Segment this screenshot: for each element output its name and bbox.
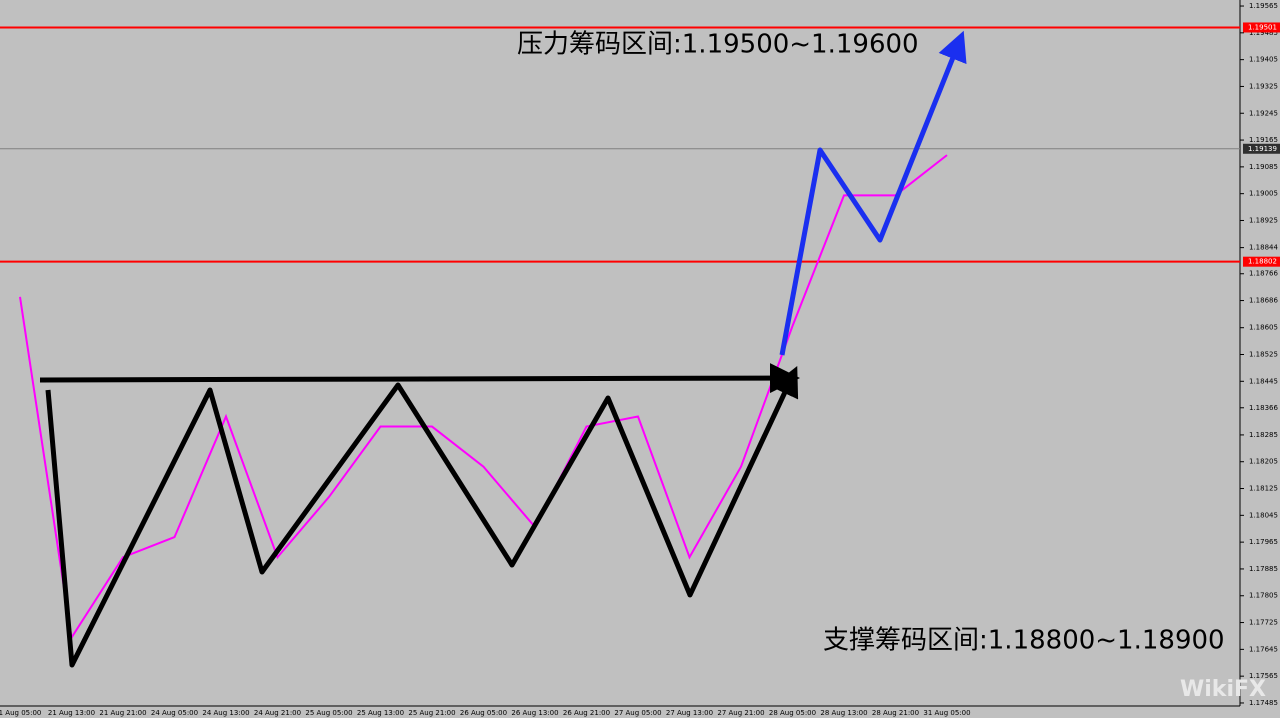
x-tick-label: 24 Aug 05:00 [151, 709, 198, 717]
y-tick-label: 1.18445 [1249, 377, 1278, 385]
y-tick-label: 1.17885 [1249, 565, 1278, 573]
y-tick-label: 1.19325 [1249, 82, 1278, 90]
x-tick-label: 26 Aug 05:00 [460, 709, 507, 717]
x-tick-label: 25 Aug 05:00 [305, 709, 352, 717]
x-tick-label: 27 Aug 05:00 [614, 709, 661, 717]
x-tick-label: 27 Aug 21:00 [717, 709, 764, 717]
y-tick-label: 1.18525 [1249, 351, 1278, 359]
y-tick-label: 1.19165 [1249, 136, 1278, 144]
support-annotation: 支撑筹码区间:1.18800~1.18900 [823, 626, 1225, 656]
level-label: 1.18802 [1248, 258, 1277, 266]
forecast-arrow [779, 30, 967, 356]
x-tick-label: 31 Aug 05:00 [923, 709, 970, 717]
y-tick-label: 1.19245 [1249, 109, 1278, 117]
neckline-arrow [39, 363, 800, 394]
level-tag [1243, 143, 1280, 154]
y-tick-label: 1.18045 [1249, 511, 1278, 519]
x-tick-label: 21 Aug 21:00 [99, 709, 146, 717]
y-tick-label: 1.17725 [1249, 619, 1278, 627]
y-tick-label: 1.18925 [1249, 216, 1278, 224]
plot-area [0, 0, 1240, 706]
y-tick-label: 1.19485 [1249, 29, 1278, 37]
y-tick-label: 1.17965 [1249, 538, 1278, 546]
y-tick-label: 1.18844 [1249, 244, 1278, 252]
y-tick-label: 1.18766 [1249, 270, 1278, 278]
y-tick-label: 1.17805 [1249, 592, 1278, 600]
y-tick-label: 1.19405 [1249, 56, 1278, 64]
watermark: WikiFX [1180, 677, 1266, 702]
y-tick-label: 1.18686 [1249, 297, 1278, 305]
x-tick-label: 25 Aug 21:00 [408, 709, 455, 717]
x-tick-label: 25 Aug 13:00 [357, 709, 404, 717]
x-tick-label: 24 Aug 21:00 [254, 709, 301, 717]
y-tick-label: 1.18605 [1249, 324, 1278, 332]
x-tick-label: 28 Aug 21:00 [872, 709, 919, 717]
level-label: 1.19139 [1248, 145, 1277, 153]
x-tick-label: 21 Aug 13:00 [48, 709, 95, 717]
x-tick-label: 24 Aug 13:00 [202, 709, 249, 717]
x-tick-label: 28 Aug 13:00 [820, 709, 867, 717]
y-tick-label: 1.17645 [1249, 645, 1278, 653]
x-tick-label: 26 Aug 13:00 [511, 709, 558, 717]
x-tick-label: 26 Aug 21:00 [563, 709, 610, 717]
resistance-annotation: 压力筹码区间:1.19500~1.19600 [517, 30, 919, 60]
x-tick-label: 1 Aug 05:00 [0, 709, 41, 717]
price-line [19, 154, 948, 641]
y-tick-label: 1.19085 [1249, 163, 1278, 171]
x-tick-label: 28 Aug 05:00 [769, 709, 816, 717]
level-tag [1243, 22, 1280, 33]
y-tick-label: 1.18205 [1249, 458, 1278, 466]
y-tick-label: 1.19565 [1249, 2, 1278, 10]
y-tick-label: 1.18366 [1249, 404, 1278, 412]
level-tag [1243, 256, 1280, 267]
y-tick-label: 1.18125 [1249, 485, 1278, 493]
level-label: 1.19501 [1248, 23, 1277, 31]
y-tick-label: 1.17485 [1249, 699, 1278, 707]
y-tick-label: 1.17565 [1249, 672, 1278, 680]
wave-arrow [45, 365, 799, 668]
x-tick-label: 27 Aug 13:00 [666, 709, 713, 717]
y-tick-label: 1.18285 [1249, 431, 1278, 439]
y-tick-label: 1.19005 [1249, 190, 1278, 198]
